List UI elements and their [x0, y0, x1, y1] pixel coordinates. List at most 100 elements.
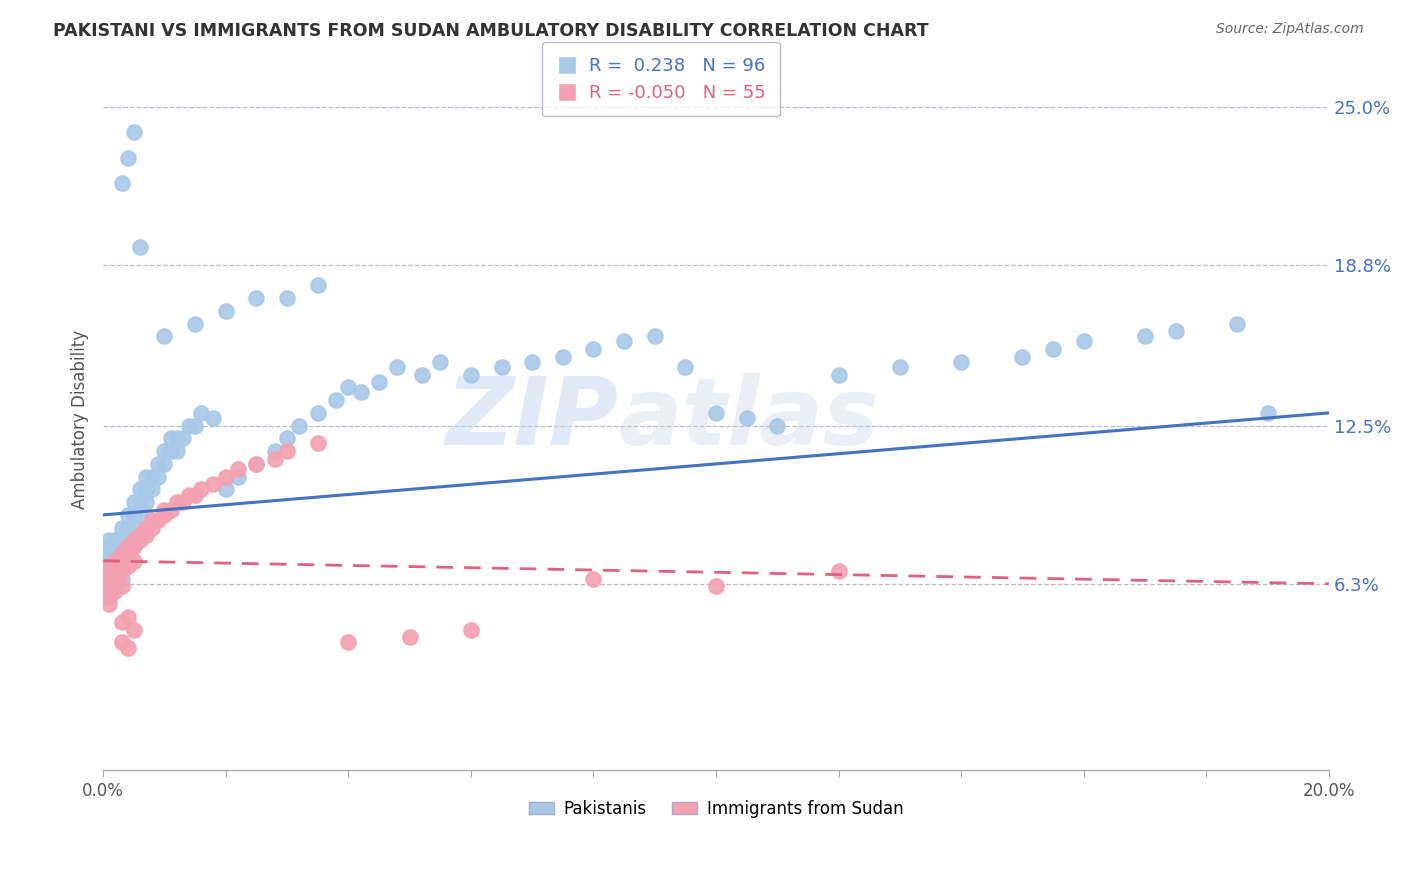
Point: [104, 546, 127, 560]
Point: [153, 457, 176, 471]
Point: [122, 539, 145, 553]
Point: [141, 483, 163, 497]
Point: [110, 554, 132, 568]
Point: [226, 469, 249, 483]
Point: [110, 177, 132, 191]
Point: [398, 631, 420, 645]
Point: [129, 528, 152, 542]
Point: [582, 342, 605, 356]
Legend: Pakistanis, Immigrants from Sudan: Pakistanis, Immigrants from Sudan: [522, 794, 910, 825]
Point: [110, 564, 132, 578]
Point: [104, 554, 127, 568]
Point: [141, 513, 163, 527]
Point: [644, 329, 666, 343]
Point: [104, 564, 127, 578]
Point: [704, 406, 727, 420]
Point: [307, 436, 329, 450]
Point: [148, 513, 170, 527]
Text: ZIP: ZIP: [446, 373, 619, 466]
Point: [613, 334, 636, 349]
Point: [117, 558, 139, 573]
Point: [117, 640, 139, 655]
Point: [1042, 342, 1064, 356]
Point: [104, 558, 127, 573]
Point: [117, 554, 139, 568]
Point: [245, 457, 267, 471]
Point: [98, 579, 121, 593]
Point: [215, 303, 238, 318]
Point: [411, 368, 433, 382]
Point: [172, 431, 194, 445]
Point: [215, 483, 238, 497]
Point: [117, 533, 139, 548]
Point: [1073, 334, 1095, 349]
Point: [117, 610, 139, 624]
Point: [226, 462, 249, 476]
Point: [288, 418, 311, 433]
Point: [117, 508, 139, 522]
Point: [827, 368, 849, 382]
Point: [110, 546, 132, 560]
Point: [827, 564, 849, 578]
Text: Source: ZipAtlas.com: Source: ZipAtlas.com: [1216, 22, 1364, 37]
Point: [122, 533, 145, 548]
Point: [117, 151, 139, 165]
Point: [166, 495, 188, 509]
Point: [582, 572, 605, 586]
Point: [950, 355, 973, 369]
Point: [337, 635, 360, 649]
Text: PAKISTANI VS IMMIGRANTS FROM SUDAN AMBULATORY DISABILITY CORRELATION CHART: PAKISTANI VS IMMIGRANTS FROM SUDAN AMBUL…: [53, 22, 929, 40]
Point: [184, 487, 207, 501]
Point: [135, 483, 157, 497]
Point: [129, 240, 152, 254]
Point: [98, 554, 121, 568]
Point: [104, 572, 127, 586]
Point: [276, 431, 298, 445]
Point: [245, 457, 267, 471]
Point: [98, 590, 121, 604]
Point: [110, 521, 132, 535]
Point: [337, 380, 360, 394]
Point: [129, 495, 152, 509]
Point: [704, 579, 727, 593]
Point: [104, 579, 127, 593]
Point: [129, 533, 152, 548]
Point: [520, 355, 543, 369]
Point: [141, 469, 163, 483]
Point: [129, 483, 152, 497]
Point: [110, 572, 132, 586]
Point: [110, 579, 132, 593]
Point: [110, 554, 132, 568]
Point: [135, 495, 157, 509]
Point: [129, 508, 152, 522]
Point: [166, 444, 188, 458]
Point: [184, 418, 207, 433]
Point: [263, 444, 285, 458]
Point: [325, 393, 347, 408]
Point: [122, 495, 145, 509]
Point: [1011, 350, 1033, 364]
Point: [1164, 324, 1187, 338]
Point: [735, 411, 758, 425]
Point: [153, 503, 176, 517]
Text: atlas: atlas: [619, 373, 879, 466]
Point: [159, 431, 181, 445]
Point: [368, 376, 391, 390]
Point: [766, 418, 789, 433]
Point: [190, 406, 212, 420]
Point: [349, 385, 371, 400]
Point: [172, 495, 194, 509]
Point: [159, 444, 181, 458]
Point: [190, 483, 212, 497]
Point: [307, 406, 329, 420]
Point: [104, 584, 127, 599]
Point: [166, 431, 188, 445]
Point: [1133, 329, 1156, 343]
Point: [202, 477, 225, 491]
Point: [202, 411, 225, 425]
Point: [98, 584, 121, 599]
Point: [98, 584, 121, 599]
Point: [141, 521, 163, 535]
Point: [387, 359, 409, 374]
Point: [551, 350, 574, 364]
